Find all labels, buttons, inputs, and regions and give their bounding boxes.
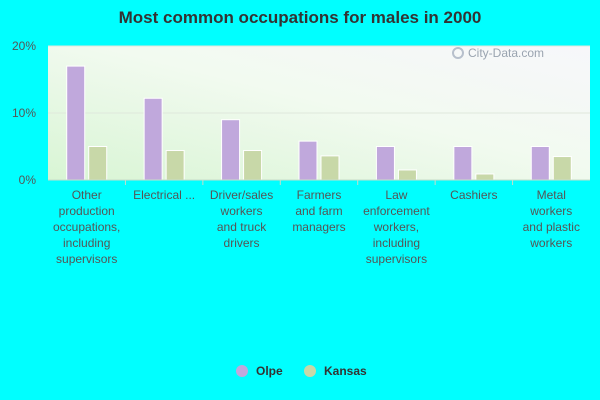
bar-kansas[interactable]	[88, 146, 108, 181]
y-tick-label: 20%	[12, 39, 36, 53]
bar-kansas[interactable]	[243, 150, 263, 181]
y-tick-label: 10%	[12, 106, 36, 120]
search-icon	[452, 47, 464, 59]
bar-olpe[interactable]	[375, 146, 395, 181]
legend-item-kansas: Kansas	[304, 364, 367, 378]
bar-kansas[interactable]	[165, 150, 185, 181]
bar-olpe[interactable]	[530, 146, 550, 181]
chart-title: Most common occupations for males in 200…	[118, 8, 482, 27]
legend-label-olpe: Olpe	[256, 364, 283, 378]
legend-swatch-kansas	[304, 365, 316, 377]
x-category-label: Cashiers	[450, 188, 498, 202]
bar-olpe[interactable]	[143, 97, 163, 181]
x-category-label: Other production occupations, including …	[53, 188, 121, 266]
x-category-label: Electrical ...	[133, 188, 196, 202]
bar-kansas[interactable]	[475, 173, 495, 181]
legend-swatch-olpe	[236, 365, 248, 377]
legend-label-kansas: Kansas	[324, 364, 367, 378]
bar-olpe[interactable]	[66, 65, 86, 181]
bar-kansas[interactable]	[552, 156, 572, 181]
x-category-label: Metal workers and plastic workers	[522, 188, 580, 250]
bar-kansas[interactable]	[397, 169, 417, 181]
legend-item-olpe: Olpe	[236, 364, 283, 378]
x-category-label: Law enforcement workers, including super…	[363, 188, 430, 266]
watermark-text: City-Data.com	[468, 46, 545, 60]
bar-olpe[interactable]	[221, 119, 241, 181]
x-category-label: Driver/sales workers and truck drivers	[209, 188, 274, 250]
watermark: City-Data.com	[452, 46, 544, 60]
y-tick-label: 0%	[19, 173, 37, 187]
bar-olpe[interactable]	[453, 146, 473, 181]
bar-olpe[interactable]	[298, 140, 318, 181]
x-category-label: Farmers and farm managers	[292, 188, 346, 234]
bar-kansas[interactable]	[320, 155, 340, 181]
